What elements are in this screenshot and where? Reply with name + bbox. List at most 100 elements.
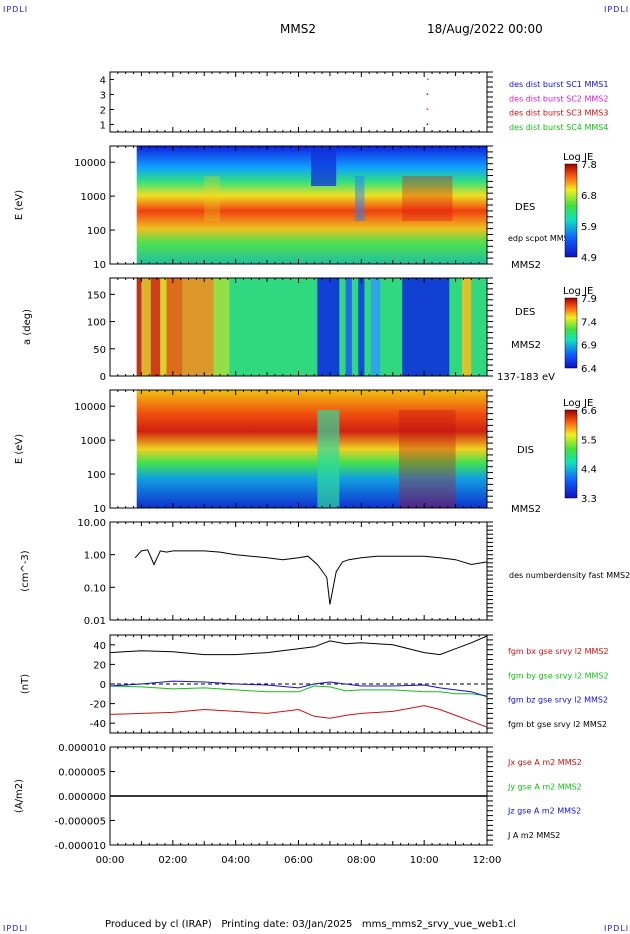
dis-energy-ylabel: E (eV) bbox=[14, 434, 25, 464]
dis-energy-sc-label: MMS2 bbox=[511, 504, 541, 515]
corner-tag-tl: IPDLI bbox=[3, 5, 29, 14]
des-pitch-colorbar-tick-label: 6.4 bbox=[581, 364, 597, 375]
bfield-legend-entry: fgm bx gse srvy l2 MMS2 bbox=[508, 647, 609, 656]
burst-legend-entry: des dist burst SC2 MMS2 bbox=[509, 94, 608, 103]
current-ytick-label: 0.000000 bbox=[58, 792, 106, 803]
dis-energy-ytick-label: 10 bbox=[93, 504, 106, 515]
datetime-title: 18/Aug/2022 00:00 bbox=[427, 22, 543, 36]
des-energy-feature bbox=[355, 176, 365, 221]
des-energy-colorbar-tick-label: 5.9 bbox=[581, 222, 597, 233]
dis-energy-spectrogram bbox=[136, 390, 487, 508]
des-pitch-feature bbox=[136, 278, 142, 376]
dis-energy-ytick-label: 10000 bbox=[74, 402, 106, 413]
des-pitch-feature bbox=[345, 278, 352, 376]
dis-energy-colorbar-tick-label: 5.5 bbox=[581, 435, 597, 446]
burst-legend-entry: des dist burst SC4 MMS4 bbox=[509, 123, 608, 132]
des-energy-colorbar-tick-label: 7.8 bbox=[581, 160, 597, 171]
des-pitch-feature bbox=[370, 278, 381, 376]
des-pitch-ytick-label: 100 bbox=[87, 318, 106, 329]
des-pitch-feature bbox=[141, 278, 151, 376]
burst-panel-frame bbox=[109, 71, 488, 133]
dis-energy-instrument-label: DIS bbox=[517, 445, 534, 456]
burst-legend-entry: des dist burst SC1 MMS1 bbox=[509, 80, 608, 89]
des-energy-ytick-label: 1000 bbox=[81, 192, 106, 203]
bfield-ytick-label: 20 bbox=[93, 660, 106, 671]
des-energy-colorbar bbox=[564, 163, 578, 258]
current-ytick-label: 0.000005 bbox=[58, 768, 106, 779]
corner-tag-bl: IPDLI bbox=[3, 924, 29, 933]
current-ylabel: (A/m2) bbox=[14, 779, 25, 813]
bfield-ylabel: (nT) bbox=[20, 674, 31, 694]
des-energy-colorbar-tick-label: 6.8 bbox=[581, 191, 597, 202]
des-energy-sc-label: MMS2 bbox=[511, 260, 541, 271]
bfield-ytick-label: -40 bbox=[90, 719, 106, 730]
time-axis-tick-label: 00:00 bbox=[96, 855, 125, 866]
des-energy-colorbar-tick-label: 4.9 bbox=[581, 253, 597, 264]
des-energy-ytick-label: 10 bbox=[93, 260, 106, 271]
density-ytick-label: 0.01 bbox=[84, 616, 106, 627]
des-pitch-feature bbox=[160, 278, 167, 376]
burst-point bbox=[426, 123, 429, 125]
density-ytick-label: 0.10 bbox=[84, 583, 106, 594]
des-pitch-instrument-label: DES bbox=[515, 307, 535, 318]
burst-panel-ytick-label: 1 bbox=[100, 121, 106, 132]
current-legend-entry: Jx gse A m2 MMS2 bbox=[507, 758, 582, 767]
current-ytick-label: -0.000005 bbox=[55, 817, 106, 828]
burst-panel-ytick-label: 4 bbox=[100, 76, 106, 87]
bfield-legend-entry: fgm bt gse srvy l2 MMS2 bbox=[508, 720, 607, 729]
des-pitch-feature bbox=[358, 278, 365, 376]
current-legend-entry: J A m2 MMS2 bbox=[507, 831, 560, 840]
burst-point bbox=[426, 108, 429, 110]
des-pitch-feature bbox=[182, 278, 214, 376]
current-legend-entry: Jy gse A m2 MMS2 bbox=[507, 782, 582, 791]
des-pitch-colorbar bbox=[564, 297, 578, 369]
bfield-legend-entry: fgm by gse srvy l2 MMS2 bbox=[508, 671, 609, 680]
time-axis-tick-label: 12:00 bbox=[473, 855, 502, 866]
dis-energy-colorbar-tick-label: 4.4 bbox=[581, 465, 597, 476]
burst-panel-ytick-label: 2 bbox=[100, 106, 106, 117]
des-pitch-ytick-label: 0 bbox=[100, 372, 106, 383]
current-ytick-label: -0.000010 bbox=[55, 841, 106, 852]
bfield-legend-entry: fgm bz gse srvy l2 MMS2 bbox=[508, 696, 608, 705]
footer-credit: Produced by cl (IRAP) Printing date: 03/… bbox=[105, 919, 516, 930]
bfield-series-line bbox=[109, 680, 488, 698]
bfield-ytick-label: 0 bbox=[100, 680, 106, 691]
density-ytick-label: 1.00 bbox=[84, 551, 106, 562]
des-energy-feature bbox=[402, 176, 453, 221]
bfield-ytick-label: 40 bbox=[93, 641, 106, 652]
time-axis-tick-label: 04:00 bbox=[221, 855, 250, 866]
des-energy-feature bbox=[204, 176, 220, 221]
des-energy-overlay-label: edp scpot MMS2 bbox=[508, 234, 574, 243]
des-energy-instrument-label: DES bbox=[515, 202, 535, 213]
des-pitch-energy-label: 137-183 eV bbox=[497, 372, 555, 383]
des-energy-ytick-label: 100 bbox=[87, 226, 106, 237]
dis-energy-colorbar-title: Log JE bbox=[563, 398, 593, 409]
des-pitch-colorbar-tick-label: 6.9 bbox=[581, 341, 597, 352]
dis-energy-colorbar-tick-label: 6.6 bbox=[581, 406, 597, 417]
burst-legend-entry: des dist burst SC3 MMS3 bbox=[509, 109, 608, 118]
time-axis-tick-label: 10:00 bbox=[410, 855, 439, 866]
des-energy-ylabel: E (eV) bbox=[14, 190, 25, 220]
des-pitch-ytick-label: 150 bbox=[87, 290, 106, 301]
des-pitch-sc-label: MMS2 bbox=[511, 340, 541, 351]
dis-energy-ytick-label: 100 bbox=[87, 470, 106, 481]
des-pitch-ylabel: a (deg) bbox=[22, 309, 33, 345]
density-legend-entry: des numberdensity fast MMS2 bbox=[509, 571, 630, 580]
bfield-series-line bbox=[109, 635, 488, 656]
corner-tag-br: IPDLI bbox=[604, 924, 630, 933]
des-energy-feature bbox=[311, 146, 337, 186]
des-energy-ytick-label: 10000 bbox=[74, 158, 106, 169]
bfield-series-line bbox=[109, 685, 488, 697]
dis-energy-feature bbox=[317, 410, 340, 508]
density-panel-frame bbox=[109, 521, 488, 621]
dis-energy-colorbar bbox=[564, 409, 578, 499]
des-pitch-feature bbox=[166, 278, 183, 376]
des-pitch-colorbar-tick-label: 7.9 bbox=[581, 294, 597, 305]
dis-energy-feature bbox=[399, 410, 456, 508]
burst-point bbox=[426, 93, 429, 95]
dis-energy-colorbar-tick-label: 3.3 bbox=[581, 494, 597, 505]
des-pitch-feature bbox=[402, 278, 450, 376]
current-ytick-label: 0.000010 bbox=[58, 743, 106, 754]
current-legend-entry: Jz gse A m2 MMS2 bbox=[507, 807, 581, 816]
